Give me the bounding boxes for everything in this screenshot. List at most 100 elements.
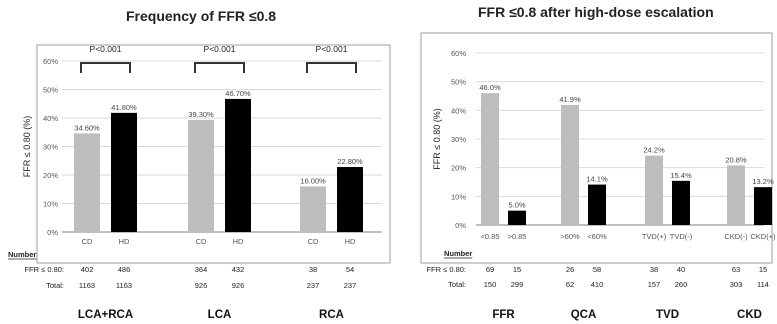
- c2-category-label: TVD(-): [670, 232, 693, 241]
- c1-significance-bracket: [80, 62, 131, 73]
- c2-total-count: 62: [566, 280, 574, 289]
- c1-ytick-label: 50%: [43, 86, 58, 95]
- c1-row-label-ffr: FFR ≤ 0.80:: [24, 265, 64, 274]
- c2-frame: [420, 32, 773, 264]
- c1-ytick-label: 20%: [43, 171, 58, 180]
- c2-ffr-count: 15: [513, 265, 521, 274]
- c1-data-label: 41.80%: [111, 103, 137, 112]
- c2-category-label: >0.85: [508, 232, 527, 241]
- c2-total-count: 157: [648, 280, 661, 289]
- c2-table-heading: Number: [444, 249, 472, 258]
- c2-bar: [754, 187, 772, 225]
- c2-ytick-label: 40%: [451, 106, 466, 115]
- c2-ylabel: FFR ≤ 0.80 (%): [432, 108, 442, 169]
- c2-ytick-label: 30%: [451, 135, 466, 144]
- c1-ffr-count: 486: [118, 265, 131, 274]
- c1-p-value: P<0.001: [90, 44, 122, 54]
- c1-category-label: CD: [82, 237, 93, 246]
- c1-data-label: 39.30%: [188, 110, 214, 119]
- c2-data-label: 14.1%: [586, 175, 608, 184]
- c1-group-label: RCA: [319, 309, 344, 321]
- c2-data-label: 15.4%: [670, 171, 692, 180]
- c2-category-label: >60%: [560, 232, 580, 241]
- c2-group-label: FFR: [492, 309, 515, 321]
- c2-bar: [727, 165, 745, 225]
- c1-ytick-label: 60%: [43, 57, 58, 66]
- c2-category-label: CKD(-): [724, 232, 748, 241]
- c1-bar: [188, 119, 214, 232]
- c2-data-label: 20.8%: [725, 155, 747, 164]
- c2-bar: [508, 210, 526, 225]
- c1-p-value: P<0.001: [204, 44, 236, 54]
- c2-row-label-ffr: FFR ≤ 0.80:: [426, 265, 466, 274]
- c1-data-label: 34.60%: [74, 123, 100, 132]
- c2-ffr-count: 69: [486, 265, 494, 274]
- c2-ytick-label: 50%: [451, 78, 466, 87]
- c2-group-label: TVD: [656, 309, 679, 321]
- c2-bar: [588, 184, 606, 225]
- c1-bar: [337, 167, 363, 232]
- c1-total-count: 1163: [79, 281, 95, 290]
- c2-data-label: 13.2%: [752, 177, 774, 186]
- left-chart-title: Frequency of FFR ≤0.8: [126, 8, 277, 24]
- c1-significance-bracket: [194, 62, 245, 73]
- c1-ytick-label: 40%: [43, 114, 58, 123]
- c2-data-label: 24.2%: [643, 146, 665, 155]
- c2-data-label: 41.9%: [559, 95, 581, 104]
- c1-ffr-count: 402: [81, 265, 94, 274]
- c2-total-count: 299: [511, 280, 524, 289]
- c1-category-label: CD: [196, 237, 207, 246]
- c1-table-heading: Number: [8, 250, 36, 259]
- c1-category-label: HD: [119, 237, 130, 246]
- c2-data-label: 5.0%: [508, 201, 525, 210]
- right-chart-title: FFR ≤0.8 after high-dose escalation: [478, 4, 714, 20]
- c1-group-label: LCA: [208, 309, 232, 321]
- c1-ytick-label: 10%: [43, 200, 58, 209]
- c1-ffr-count: 432: [232, 265, 245, 274]
- c1-ytick-label: 0%: [47, 228, 58, 237]
- c2-total-count: 260: [675, 280, 688, 289]
- c2-bar: [561, 104, 579, 225]
- c1-p-value: P<0.001: [316, 44, 348, 54]
- c1-category-label: HD: [233, 237, 244, 246]
- c2-total-count: 303: [730, 280, 743, 289]
- c2-row-label-total: Total:: [448, 280, 466, 289]
- c1-data-label: 46.70%: [225, 89, 251, 98]
- c2-group-label: CKD: [737, 309, 762, 321]
- c2-ffr-count: 38: [650, 265, 658, 274]
- c1-frame: [36, 44, 391, 264]
- c1-category-label: HD: [345, 237, 356, 246]
- c1-bar: [74, 133, 100, 232]
- c1-total-count: 926: [195, 281, 208, 290]
- c2-category-label: CKD(+): [750, 232, 776, 241]
- c2-ffr-count: 63: [732, 265, 740, 274]
- c2-ffr-count: 26: [566, 265, 574, 274]
- c1-row-label-total: Total:: [46, 281, 64, 290]
- c1-bar: [300, 186, 326, 232]
- c1-data-label: 16.00%: [300, 176, 326, 185]
- c2-category-label: <60%: [587, 232, 607, 241]
- c2-ytick-label: 10%: [451, 192, 466, 201]
- c2-total-count: 114: [757, 280, 769, 289]
- c2-ffr-count: 15: [759, 265, 767, 274]
- c2-ytick-label: 20%: [451, 164, 466, 173]
- c2-ytick-label: 60%: [451, 49, 466, 58]
- c2-ytick-label: 0%: [455, 221, 466, 230]
- c1-ylabel: FFR ≤ 0.80 (%): [22, 116, 32, 177]
- c2-data-label: 46.0%: [479, 83, 501, 92]
- c2-total-count: 410: [591, 280, 604, 289]
- c1-significance-bracket: [306, 62, 357, 73]
- c1-bar: [111, 112, 137, 232]
- c2-group-label: QCA: [571, 309, 597, 321]
- c2-total-count: 150: [484, 280, 497, 289]
- c1-total-count: 237: [307, 281, 320, 290]
- c1-bar: [225, 98, 251, 232]
- c2-ffr-count: 40: [677, 265, 685, 274]
- c2-bar: [481, 93, 499, 225]
- c1-total-count: 926: [232, 281, 245, 290]
- c2-bar: [672, 180, 690, 225]
- c2-ffr-count: 58: [593, 265, 601, 274]
- c1-group-label: LCA+RCA: [78, 309, 133, 321]
- c1-ffr-count: 364: [195, 265, 208, 274]
